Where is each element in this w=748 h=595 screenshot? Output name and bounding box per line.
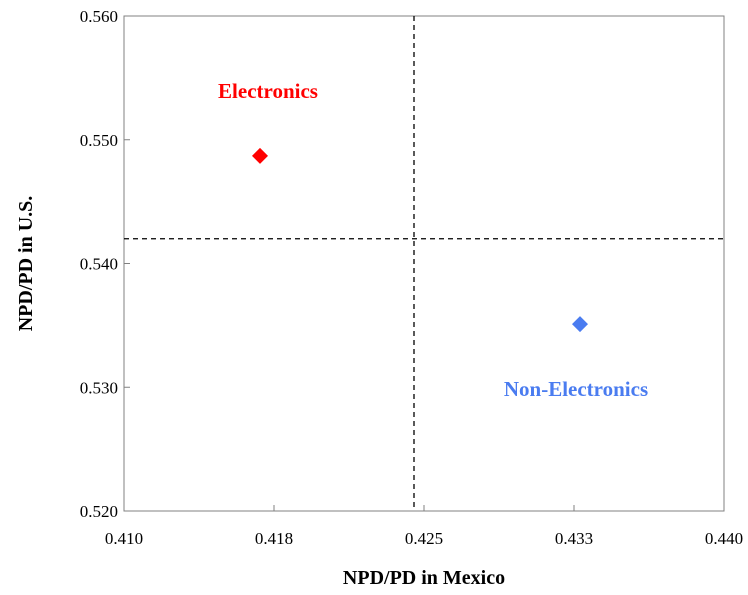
y-axis-ticks: 0.520 0.530 0.540 0.550 0.560 xyxy=(80,7,130,521)
x-tick-label: 0.425 xyxy=(405,529,443,548)
x-tick-label: 0.410 xyxy=(105,529,143,548)
data-point-electronics xyxy=(252,147,268,164)
point-label-non-electronics: Non-Electronics xyxy=(504,377,648,401)
x-tick-label: 0.440 xyxy=(705,529,743,548)
x-axis-ticks: 0.410 0.418 0.425 0.433 0.440 xyxy=(105,505,743,548)
plot-frame xyxy=(123,15,725,512)
plot-area xyxy=(123,15,725,512)
x-tick-label: 0.418 xyxy=(255,529,293,548)
x-axis-title: NPD/PD in Mexico xyxy=(343,567,505,589)
y-axis-title: NPD/PD in U.S. xyxy=(15,196,37,332)
data-points: Electronics Non-Electronics xyxy=(218,79,648,401)
reference-lines xyxy=(124,16,724,511)
y-tick-label: 0.560 xyxy=(80,7,118,26)
y-tick-label: 0.550 xyxy=(80,131,118,150)
x-tick-label: 0.433 xyxy=(555,529,593,548)
y-tick-label: 0.530 xyxy=(80,378,118,397)
point-label-electronics: Electronics xyxy=(218,79,318,103)
data-point-non-electronics xyxy=(572,316,588,333)
y-tick-label: 0.520 xyxy=(80,502,118,521)
y-tick-label: 0.540 xyxy=(80,255,118,274)
